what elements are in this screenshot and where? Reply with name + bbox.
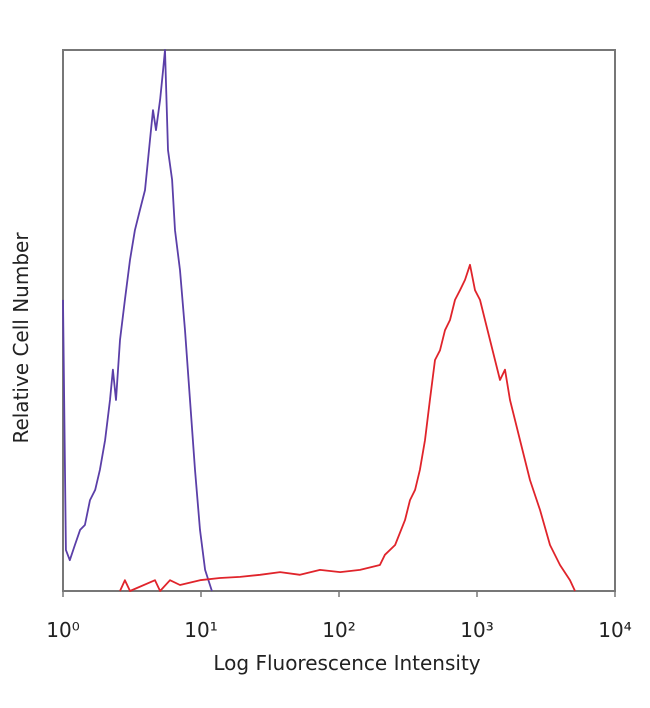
histogram-line bbox=[119, 263, 576, 592]
y-axis-label: Relative Cell Number bbox=[9, 232, 33, 444]
x-tick-label: 10³ bbox=[460, 618, 493, 642]
x-tick-label: 10² bbox=[322, 618, 355, 642]
x-tick-label: 10¹ bbox=[184, 618, 217, 642]
x-tick-label: 10⁴ bbox=[598, 618, 631, 642]
x-tick-label: 10⁰ bbox=[46, 618, 79, 642]
x-axis-label: Log Fluorescence Intensity bbox=[213, 651, 480, 675]
histogram-line bbox=[62, 49, 213, 592]
plot-frame bbox=[62, 49, 616, 592]
